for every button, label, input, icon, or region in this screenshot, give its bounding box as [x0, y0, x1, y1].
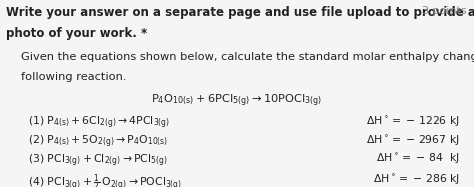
Text: $\mathrm{\Delta H^\circ = -\, 286\ kJ}$: $\mathrm{\Delta H^\circ = -\, 286\ kJ}$: [373, 173, 460, 187]
Text: 3 points: 3 points: [422, 6, 467, 16]
Text: (1) $\mathrm{P_{4(s)} + 6Cl_{2(g)} \rightarrow 4PCl_{3(g)}}$: (1) $\mathrm{P_{4(s)} + 6Cl_{2(g)} \righ…: [28, 115, 171, 131]
Text: Given the equations shown below, calculate the standard molar enthalpy change fo: Given the equations shown below, calcula…: [21, 52, 474, 62]
Text: (2) $\mathrm{P_{4(s)} + 5O_{2(g)} \rightarrow P_4O_{10(s)}}$: (2) $\mathrm{P_{4(s)} + 5O_{2(g)} \right…: [28, 134, 169, 150]
Text: Write your answer on a separate page and use file upload to provide a: Write your answer on a separate page and…: [6, 6, 474, 19]
Text: (3) $\mathrm{PCl_{3(g)} + Cl_{2(g)} \rightarrow PCl_{5(g)}}$: (3) $\mathrm{PCl_{3(g)} + Cl_{2(g)} \rig…: [28, 152, 168, 169]
Text: following reaction.: following reaction.: [21, 72, 127, 82]
Text: $\mathrm{\Delta H^\circ = -\, 84\ \ kJ}$: $\mathrm{\Delta H^\circ = -\, 84\ \ kJ}$: [376, 152, 460, 166]
Text: $\mathrm{\Delta H^\circ = -\, 1226\ kJ}$: $\mathrm{\Delta H^\circ = -\, 1226\ kJ}$: [366, 115, 460, 129]
Text: photo of your work. *: photo of your work. *: [6, 27, 147, 40]
Text: $\mathrm{\Delta H^\circ = -\, 2967\ kJ}$: $\mathrm{\Delta H^\circ = -\, 2967\ kJ}$: [366, 134, 460, 148]
Text: (4) $\mathrm{PCl_{3(g)} + \frac{1}{2}\,O_{2(g)} \rightarrow POCl_{3(g)}}$: (4) $\mathrm{PCl_{3(g)} + \frac{1}{2}\,O…: [28, 173, 182, 187]
Text: $\mathrm{P_4O_{10(s)} + 6PCl_{5(g)} \rightarrow 10POCl_{3(g)}}$: $\mathrm{P_4O_{10(s)} + 6PCl_{5(g)} \rig…: [151, 93, 323, 109]
